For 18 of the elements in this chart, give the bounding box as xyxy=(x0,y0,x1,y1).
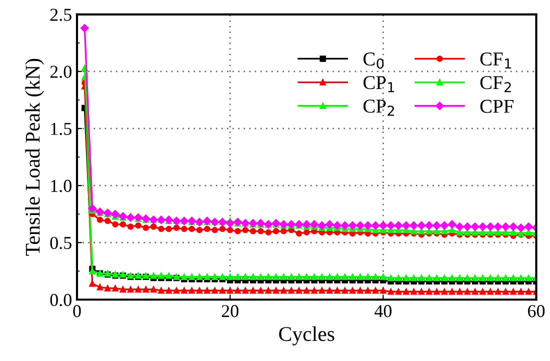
legend-label: CF$_{2}$ xyxy=(480,76,511,92)
legend-label: CP$_{1}$ xyxy=(364,76,394,92)
legend-label: CP$_{2}$ xyxy=(364,100,394,116)
legend-label: C$_{0}$ xyxy=(364,52,384,69)
x-tick-label: 20 xyxy=(222,305,238,318)
y-tick-label: 0.0 xyxy=(50,294,72,306)
x-tick-label: 0 xyxy=(73,305,81,318)
y-tick-label: 1.5 xyxy=(51,122,72,136)
legend-label: CF$_{1}$ xyxy=(480,52,511,69)
y-tick-label: 2.0 xyxy=(50,66,72,78)
x-tick-label: 60 xyxy=(528,305,545,318)
x-axis-title: Cycles xyxy=(279,326,334,346)
y-tick-label: 2.5 xyxy=(50,8,72,21)
x-tick-label: 40 xyxy=(374,305,392,318)
y-axis-title: Tensile Load Peak (kN) xyxy=(25,58,44,256)
legend-label: CPF xyxy=(480,100,514,113)
y-tick-label: 0.5 xyxy=(50,236,72,250)
y-tick-label: 1.0 xyxy=(51,180,72,192)
